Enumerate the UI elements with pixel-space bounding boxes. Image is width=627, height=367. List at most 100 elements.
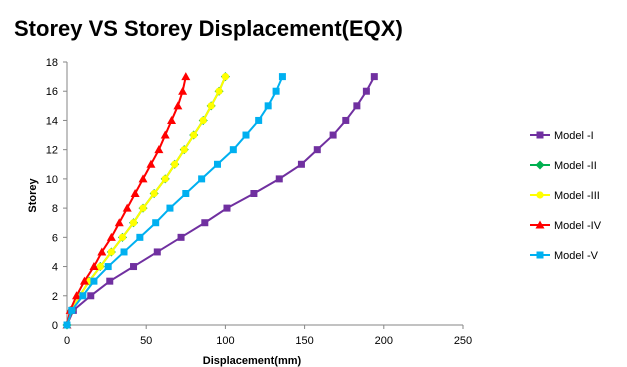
data-point [154,145,164,154]
x-tick-label: 200 [375,335,393,347]
x-tick-label: 150 [295,335,313,347]
data-point [207,102,215,110]
y-tick-label: 4 [52,262,58,274]
legend-label: Model -III [554,190,600,202]
data-point [180,146,188,154]
legend-label: Model -V [554,250,599,262]
legend-item: Model -II [530,160,597,172]
data-point [106,277,114,285]
x-tick-label: 100 [216,335,234,347]
legend: Model -I Model -II Model -III Model -IV Mode… [530,130,602,262]
data-point [129,219,138,227]
data-point [173,101,183,110]
data-point [181,72,191,81]
data-point [297,160,305,168]
data-point [153,248,161,256]
series-line [66,76,227,326]
data-point [272,87,280,95]
data-point [353,102,361,110]
data-point [96,262,104,271]
legend-item: Model -I [530,130,594,142]
data-point [136,233,144,241]
y-tick-label: 0 [52,320,58,332]
series-line [66,76,227,326]
data-point [229,146,237,154]
data-point [79,276,89,285]
y-tick-label: 2 [52,291,58,303]
data-point [171,160,179,168]
y-tick-label: 14 [46,115,58,127]
data-point [329,131,337,139]
data-point [177,233,185,241]
data-point [79,292,87,300]
x-tick-label: 0 [64,335,70,347]
x-tick-label: 50 [140,335,152,347]
data-point [362,87,370,95]
legend-label: Model -I [554,130,594,142]
plot-area: 0 2 4 6 8 10 12 14 16 18 0 50 100 150 200 250 Displaceme… [27,57,472,367]
series-5 [63,73,286,329]
data-point [250,190,258,197]
data-point [150,189,158,198]
data-point [242,131,250,139]
y-tick-label: 12 [46,145,58,157]
data-point [167,115,177,124]
legend-marker [535,220,545,229]
data-point [264,102,272,110]
data-point [178,86,188,95]
data-point [201,219,209,227]
y-tick-label: 16 [46,86,58,98]
y-tick-label: 6 [52,232,58,244]
data-point [138,174,148,183]
data-point [106,232,116,241]
data-point [160,130,170,139]
legend-item: Model -V [530,250,599,262]
data-point [120,248,128,256]
data-point [130,263,138,271]
y-tick-label: 18 [46,57,58,69]
data-point [118,233,127,241]
data-point [68,306,76,314]
legend-marker [536,131,544,139]
data-point [342,116,350,124]
data-point [275,175,283,183]
legend-item: Model -III [530,190,600,202]
data-point [166,204,174,212]
data-point [370,73,378,81]
data-point [313,146,321,154]
data-point [72,291,82,300]
data-point [104,263,112,271]
data-point [130,189,140,197]
data-point [161,175,169,183]
y-tick-label: 10 [46,174,58,186]
data-point [114,218,124,227]
legend-item: Model -IV [530,220,602,232]
legend-marker [536,251,544,259]
data-point [89,262,99,271]
legend-label: Model -IV [554,220,602,232]
data-point [63,321,71,329]
data-point [90,277,98,285]
series-1 [63,73,378,329]
data-point [97,247,107,256]
data-point [190,131,198,139]
data-point [139,204,147,212]
data-point [146,159,156,168]
legend-label: Model -II [554,160,597,172]
data-point [87,292,95,300]
y-tick-label: 8 [52,203,58,215]
data-point [215,87,223,95]
legend-marker [535,160,545,170]
data-point [278,73,286,81]
x-tick-label: 250 [454,335,472,347]
data-point [152,219,160,227]
data-point [198,175,206,183]
data-point [199,116,207,125]
y-axis-title: Storey [27,178,39,213]
data-point [221,73,229,81]
x-axis-title: Displacement(mm) [203,355,302,367]
data-point [255,116,263,124]
data-point [182,190,190,197]
data-point [107,248,115,256]
